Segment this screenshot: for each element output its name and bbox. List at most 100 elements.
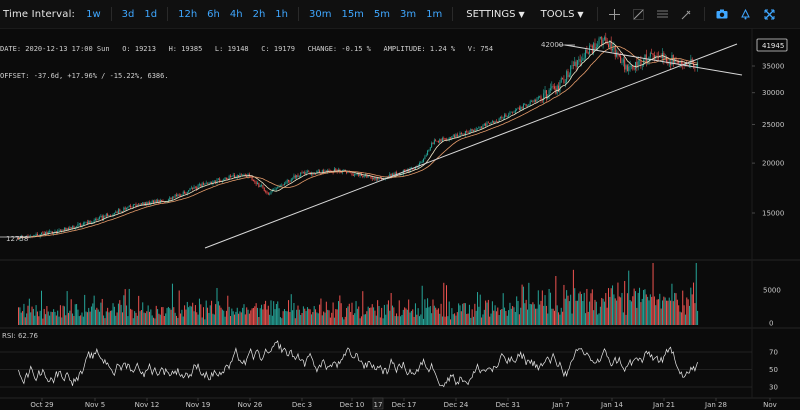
interval-4h-button[interactable]: 4h	[229, 8, 243, 20]
candle-body	[351, 173, 353, 176]
candle-body	[130, 205, 132, 207]
crosshair-icon[interactable]	[608, 7, 622, 21]
volume-bar	[603, 301, 605, 325]
tools-menu-button[interactable]: TOOLS ▼	[541, 9, 584, 20]
volume-bar	[683, 305, 685, 325]
candle-body	[499, 116, 501, 119]
candle-body	[39, 234, 41, 237]
volume-bar	[159, 314, 161, 325]
candle-body	[327, 170, 329, 172]
candle-body	[239, 174, 241, 178]
toolbar-divider	[452, 7, 454, 21]
volume-bar	[651, 296, 653, 325]
candle-body	[381, 178, 383, 180]
volume-bar	[393, 307, 395, 325]
volume-bar	[198, 298, 200, 325]
volume-bar	[470, 317, 472, 325]
interval-1m-button[interactable]: 1m	[426, 8, 443, 20]
volume-bar	[18, 307, 20, 325]
candle-body	[487, 122, 489, 124]
camera-icon[interactable]	[715, 7, 729, 21]
volume-bar	[273, 301, 275, 325]
high-price-label: 42000	[541, 41, 563, 49]
candle-body	[558, 85, 560, 92]
interval-2h-button[interactable]: 2h	[252, 8, 266, 20]
volume-bar	[162, 307, 164, 325]
volume-bar	[327, 309, 329, 325]
candle-body	[61, 229, 63, 231]
volume-bar	[394, 316, 396, 325]
brush-icon[interactable]	[680, 7, 694, 21]
candle-body	[294, 175, 296, 178]
volume-bar	[170, 309, 172, 325]
candle-body	[568, 74, 570, 78]
volume-bar	[82, 316, 84, 325]
volume-bar	[259, 308, 261, 325]
interval-1h-button[interactable]: 1h	[275, 8, 288, 20]
volume-bar	[656, 299, 658, 325]
settings-menu-button[interactable]: SETTINGS ▼	[466, 9, 524, 20]
fullscreen-icon[interactable]	[763, 7, 777, 21]
support-trendline	[204, 43, 738, 249]
last-price-label: 41945	[762, 42, 784, 50]
candle-body	[436, 141, 438, 142]
candle-body	[614, 46, 616, 57]
candle-body	[289, 181, 291, 183]
candle-body	[629, 65, 631, 67]
volume-bar	[369, 307, 371, 325]
candle-body	[433, 140, 435, 145]
candle-body	[605, 37, 607, 41]
volume-bar	[437, 308, 439, 325]
candle-body	[293, 175, 295, 179]
volume-bar	[686, 297, 688, 325]
volume-bar	[475, 310, 477, 325]
fib-icon[interactable]	[656, 7, 670, 21]
candle-body	[128, 205, 130, 207]
candle-body	[352, 175, 354, 176]
volume-bar	[494, 305, 496, 325]
interval-3m-button[interactable]: 3m	[400, 8, 417, 20]
candle-body	[637, 60, 639, 67]
candle-body	[454, 135, 456, 138]
candle-body	[585, 49, 587, 58]
volume-bar	[509, 302, 511, 325]
interval-12h-button[interactable]: 12h	[178, 8, 198, 20]
volume-bar	[526, 309, 528, 325]
candle-body	[468, 132, 470, 133]
volume-bar	[423, 318, 425, 325]
interval-6h-button[interactable]: 6h	[207, 8, 220, 20]
volume-bar	[445, 285, 447, 325]
volume-pane	[18, 263, 699, 325]
candle-body	[131, 206, 133, 208]
volume-bar	[397, 316, 399, 325]
candle-body	[375, 177, 377, 180]
volume-bar	[61, 317, 63, 325]
volume-bar	[254, 306, 256, 325]
candle-body	[285, 182, 287, 184]
trendline-icon[interactable]	[632, 7, 646, 21]
volume-bar	[510, 308, 512, 325]
candle-body	[96, 219, 98, 220]
candle-body	[213, 181, 215, 182]
volume-bar	[111, 310, 113, 325]
interval-30m-button[interactable]: 30m	[308, 8, 332, 20]
volume-bar	[24, 317, 26, 325]
candle-body	[224, 177, 226, 180]
interval-5m-button[interactable]: 5m	[373, 8, 391, 20]
interval-1d-button[interactable]: 1d	[144, 8, 158, 20]
volume-bar	[644, 289, 646, 325]
volume-bar	[65, 315, 67, 325]
candle-body	[243, 174, 245, 176]
volume-bar	[320, 298, 322, 325]
interval-1w-button[interactable]: 1w	[86, 8, 101, 20]
volume-bar	[374, 310, 376, 325]
candle-body	[613, 46, 615, 49]
volume-bar	[541, 290, 543, 325]
alert-bell-icon[interactable]	[739, 7, 753, 21]
candle-body	[201, 183, 203, 187]
interval-15m-button[interactable]: 15m	[341, 8, 364, 20]
interval-3d-button[interactable]: 3d	[121, 8, 135, 20]
candle-body	[282, 185, 284, 186]
price-tick-label: 35000	[762, 63, 784, 71]
